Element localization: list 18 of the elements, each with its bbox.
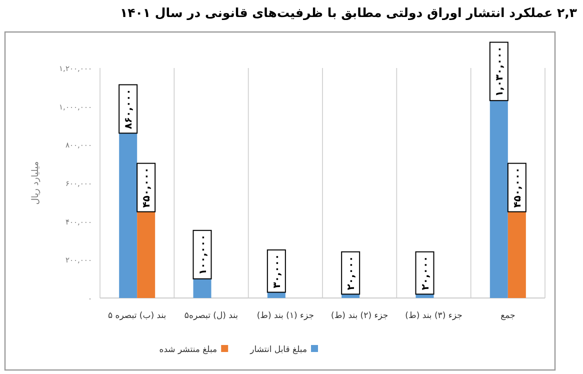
data-label: ۱۰۰,۰۰۰ <box>198 234 209 275</box>
data-label: ۳۰,۰۰۰ <box>272 254 283 288</box>
y-axis-title: میلیارد ریال <box>31 161 41 205</box>
legend-label: مبلغ قابل انتشار <box>249 345 307 355</box>
title: ۲,۳ عملکرد انتشار اوراق دولتی مطابق با ظرفیت‌های قانونی در سال ۱۴۰۱ <box>120 5 577 20</box>
legend-label: مبلغ منتشر شده <box>159 345 218 355</box>
x-tick-label: جزء (۳) بند (ط) <box>405 311 462 321</box>
data-label: ۲۰,۰۰۰ <box>346 256 358 290</box>
x-tick-label: جزء (۱) بند (ط) <box>256 311 314 321</box>
x-tick-label: بند (ل) تبصره۵ <box>184 311 238 321</box>
x-tick-label: جمع <box>500 311 516 321</box>
data-label: ۴۵۰,۰۰۰ <box>142 167 153 208</box>
data-label: ۸۶۰,۰۰۰ <box>124 88 135 130</box>
x-tick-label: بند (ب) تبصره ۵ <box>108 311 166 321</box>
data-label: ۱,۰۳۰,۰۰۰ <box>494 46 506 97</box>
x-tick-label: جزء (۲) بند (ط) <box>331 311 388 321</box>
data-label: ۴۵۰,۰۰۰ <box>512 167 524 208</box>
data-label: ۲۰,۰۰۰ <box>420 256 432 290</box>
